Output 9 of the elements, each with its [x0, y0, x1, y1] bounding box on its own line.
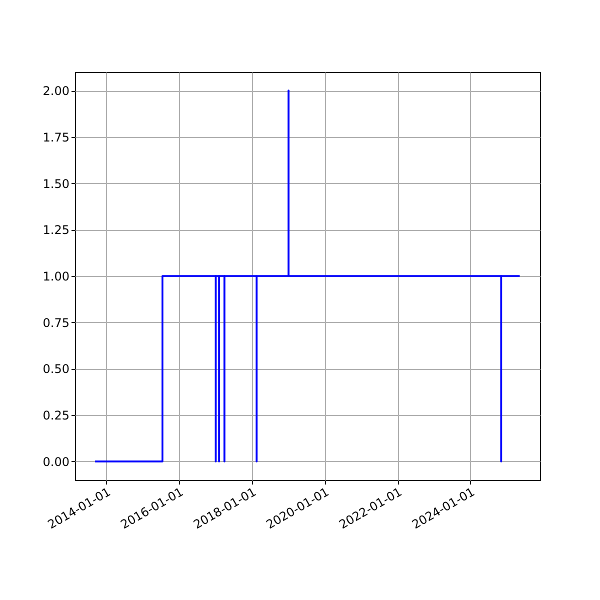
y-tick-label: 1.50	[42, 176, 70, 191]
y-tick-label: 0.50	[42, 362, 70, 376]
y-tick-label: 0.75	[42, 316, 70, 330]
y-tick-label: 1.25	[42, 223, 70, 238]
y-tick-label: 0.25	[42, 408, 70, 423]
y-tick-label: 1.75	[42, 130, 70, 144]
y-tick-label: 1.00	[42, 270, 70, 284]
y-tick-label: 0.00	[42, 454, 70, 469]
y-tick-label: 2.00	[42, 84, 70, 98]
